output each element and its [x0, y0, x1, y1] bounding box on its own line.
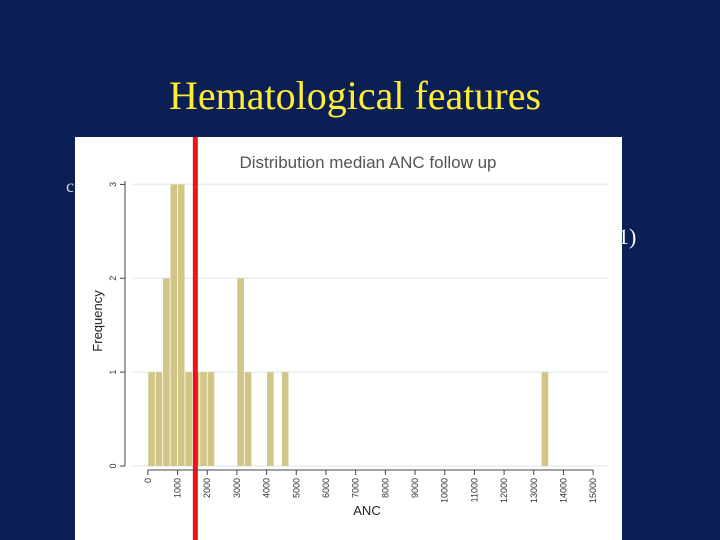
x-tick-label: 2000 [202, 478, 212, 498]
y-tick-label: 3 [108, 182, 118, 187]
x-tick-label: 1000 [173, 478, 183, 498]
histogram-bar [148, 372, 155, 466]
axes [120, 181, 594, 475]
x-tick-label: 6000 [321, 478, 331, 498]
histogram-bar [244, 372, 252, 466]
background-text-fragment-right: 1) [618, 224, 637, 249]
histogram-bar [541, 372, 549, 466]
y-tick-label: 2 [108, 276, 118, 281]
x-tick-label: 8000 [380, 478, 390, 498]
x-tick-label: 15000 [588, 478, 598, 503]
x-tick-label: 4000 [262, 478, 272, 498]
x-tick-label: 0 [143, 478, 153, 483]
histogram-bar [185, 372, 192, 466]
tick-labels: 0 1 2 3 0 1000 2000 3000 4000 5000 6000 7000 8000 900… [108, 182, 598, 503]
histogram-bar [163, 278, 170, 466]
x-tick-label: 14000 [558, 478, 568, 503]
background-text-fragment: c [66, 176, 74, 196]
chart-title: Distribution median ANC follow up [239, 153, 496, 172]
histogram-bar [200, 372, 207, 466]
x-axis-title: ANC [353, 503, 380, 518]
histogram-bar [170, 184, 178, 467]
histogram-bar [237, 278, 244, 466]
histogram-bar [266, 372, 274, 466]
histogram-panel: 0 1 2 3 0 1000 2000 3000 4000 5000 6000 7000 8000 900… [75, 137, 622, 540]
histogram-bar [155, 372, 163, 466]
slide-title: Hematological features [168, 73, 542, 118]
histogram-bar [177, 184, 185, 467]
x-tick-label: 12000 [499, 478, 509, 503]
histogram-bars [148, 137, 549, 540]
histogram-bar [281, 372, 289, 466]
x-tick-label: 13000 [529, 478, 539, 503]
x-tick-label: 10000 [440, 478, 450, 503]
x-tick-label: 11000 [469, 478, 479, 502]
x-tick-label: 3000 [232, 478, 242, 498]
y-axis-title: Frequency [90, 290, 105, 352]
x-tick-label: 5000 [291, 478, 301, 498]
histogram-bar [207, 372, 215, 466]
x-tick-label: 9000 [410, 478, 420, 498]
y-tick-label: 0 [108, 463, 118, 468]
x-tick-label: 7000 [351, 478, 361, 498]
y-tick-label: 1 [108, 370, 118, 375]
histogram-chart: 0 1 2 3 0 1000 2000 3000 4000 5000 6000 7000 8000 900… [75, 137, 622, 540]
